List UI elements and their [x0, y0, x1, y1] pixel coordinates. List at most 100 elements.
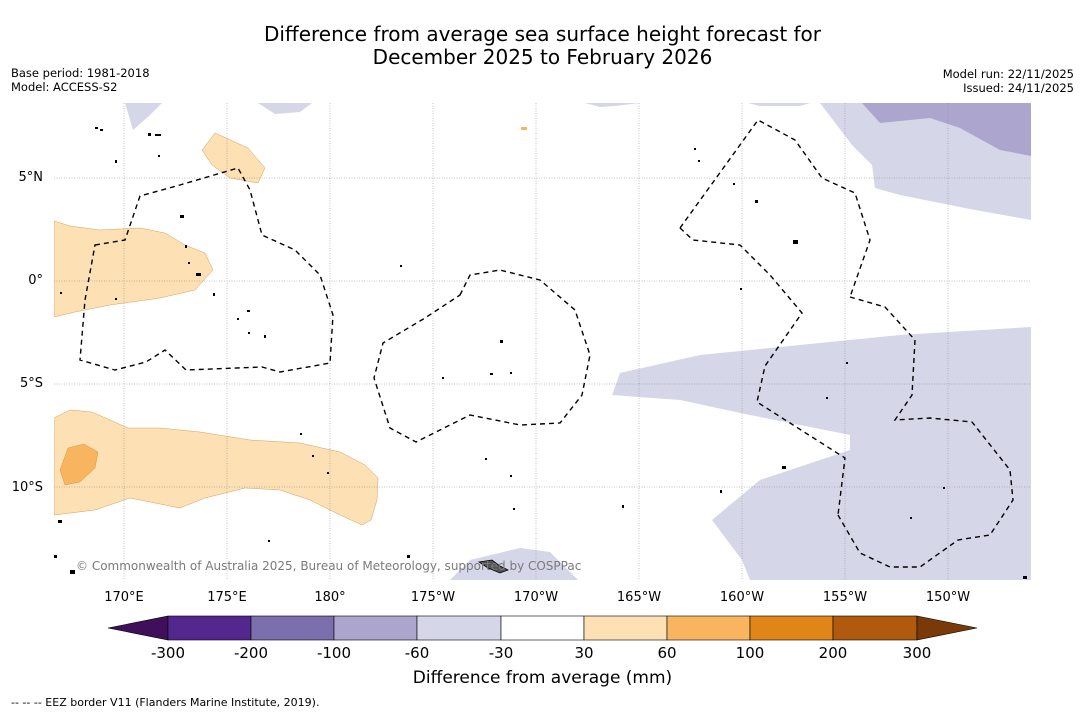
island [60, 292, 62, 294]
lon-label-155w: 155°W [822, 590, 868, 605]
colorbar-bin [500, 615, 585, 641]
lat-label-eq: 0° [28, 273, 43, 288]
base-period: Base period: 1981-2018 [11, 66, 150, 80]
island [237, 318, 239, 320]
colorbar-bin [666, 615, 751, 641]
metadata-right: Model run: 22/11/2025 Issued: 24/11/2025 [943, 67, 1074, 95]
metadata-left: Base period: 1981-2018 Model: ACCESS-S2 [11, 66, 150, 94]
island [407, 555, 410, 558]
island [155, 134, 161, 136]
island [510, 372, 512, 374]
island [694, 148, 696, 150]
island [148, 133, 151, 136]
colorbar-bin [749, 615, 834, 641]
anomaly-region-neg-top4 [748, 103, 810, 106]
island [268, 540, 270, 542]
island [755, 200, 758, 203]
island [213, 293, 215, 296]
island [793, 240, 798, 244]
island [910, 517, 912, 519]
colorbar-tick-label: -200 [233, 644, 269, 662]
anomaly-region-neg-top3 [585, 103, 640, 107]
lat-label-5n: 5°N [18, 170, 44, 185]
lat-label-5s: 5°S [19, 376, 43, 391]
lat-label-10s: 10°S [11, 480, 43, 495]
anomaly-region-neg-top2 [258, 103, 312, 114]
colorbar-bin [583, 615, 668, 641]
colorbar-bin [333, 615, 418, 641]
eez-border-west [79, 167, 334, 373]
island [442, 377, 444, 379]
anomaly-region-neg-north-east-strong [862, 103, 1031, 156]
islands [54, 127, 1027, 579]
map-panel [54, 103, 1031, 580]
anomaly-region-pos-north-island [201, 132, 266, 184]
island [196, 273, 201, 276]
model-run: Model run: 22/11/2025 [942, 67, 1074, 81]
anomaly-region-pos-south-west-strong [59, 443, 99, 486]
island [312, 455, 314, 457]
colorbar-tick-label: -100 [316, 644, 352, 662]
island [622, 505, 624, 508]
island [846, 362, 848, 364]
island [180, 215, 184, 218]
island [826, 397, 828, 399]
island [100, 129, 103, 131]
colorbar-tick-label: 200 [818, 644, 848, 662]
colorbar-tick-label: -30 [488, 644, 514, 662]
island [733, 183, 735, 185]
anomaly-region-pos-speck [521, 127, 527, 130]
copyright-credit: © Commonwealth of Australia 2025, Bureau… [76, 559, 582, 573]
colorbar-tick-label: -300 [150, 644, 186, 662]
issued-date: Issued: 24/11/2025 [963, 81, 1074, 95]
island [490, 373, 493, 375]
eez-border-east-loop [837, 296, 1014, 568]
colorbar-extend-low [107, 615, 169, 641]
island [740, 288, 742, 290]
anomaly-region-pos-west [54, 220, 214, 318]
graticule [54, 103, 1031, 580]
lon-label-180: 180° [314, 590, 346, 605]
anomaly-region-pos-south-west [54, 409, 379, 526]
lon-label-150w: 150°W [925, 590, 971, 605]
island [510, 475, 512, 477]
colorbar-tick-label: 300 [902, 644, 932, 662]
lon-label-175e: 175°E [207, 590, 247, 605]
lon-label-175w: 175°W [410, 590, 456, 605]
lon-label-170e: 170°E [104, 590, 144, 605]
lon-label-165w: 165°W [616, 590, 662, 605]
island [782, 466, 786, 469]
eez-border-north-east [679, 119, 871, 298]
colorbar-bin [416, 615, 502, 641]
colorbar-tick-label: 100 [735, 644, 765, 662]
island [485, 458, 487, 460]
map-title-line1: Difference from average sea surface heig… [263, 22, 822, 46]
colorbar-tick-label: 60 [657, 644, 677, 662]
island [58, 520, 62, 523]
model-name: Model: ACCESS-S2 [11, 80, 118, 94]
island [247, 310, 250, 312]
anomaly-region-neg-south [450, 548, 578, 580]
island [327, 472, 329, 474]
island-samoa [477, 559, 509, 574]
colorbar-bin [167, 615, 252, 641]
island [698, 160, 700, 162]
anomaly-region-neg-top1 [125, 103, 162, 130]
island [158, 155, 160, 157]
island [54, 555, 57, 558]
island [115, 160, 117, 163]
island [264, 335, 266, 338]
island [188, 262, 190, 264]
eez-border-mid-east [679, 227, 846, 516]
colorbar-tick-label: 30 [574, 644, 594, 662]
eez-border-central [373, 269, 591, 443]
colorbar-bin [250, 615, 335, 641]
island [300, 433, 302, 435]
eez-borders [79, 119, 1014, 568]
island [95, 127, 98, 129]
island [500, 340, 503, 343]
colorbar [107, 615, 978, 641]
eez-legend: -- -- -- EEZ border V11 (Flanders Marine… [11, 696, 320, 709]
lon-label-170w: 170°W [513, 590, 559, 605]
